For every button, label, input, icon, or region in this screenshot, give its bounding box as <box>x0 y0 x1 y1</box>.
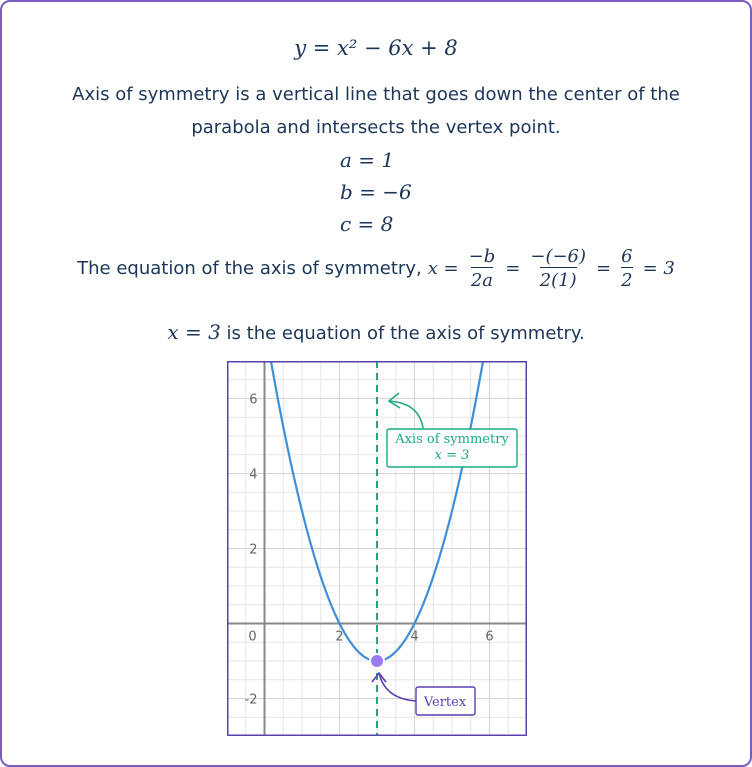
axis-label: Axis of symmetry <box>394 432 509 447</box>
axis-equation: x = 3 <box>435 448 470 463</box>
denominator: 2(1) <box>539 267 577 291</box>
paragraph: Axis of symmetry is a vertical line that… <box>72 84 680 138</box>
y-tick-label: 6 <box>249 393 257 408</box>
fraction: −(−6) 2(1) <box>530 246 586 291</box>
graph-frame <box>227 361 527 736</box>
numerator: 6 <box>621 246 633 267</box>
formula-line: The equation of the axis of symmetry, x … <box>2 246 750 291</box>
conclusion-math: x = 3 <box>167 320 221 344</box>
axis-arrowhead <box>387 392 401 409</box>
conclusion: x = 3 is the equation of the axis of sym… <box>2 320 750 344</box>
y-tick-label: 2 <box>249 543 257 558</box>
axis-arrow <box>388 400 424 429</box>
formula-result: = 3 <box>642 258 675 279</box>
vertex-point <box>369 653 385 669</box>
vertex-arrow <box>378 672 417 702</box>
x-tick-label: 4 <box>410 630 418 645</box>
equals: = <box>596 258 612 279</box>
denominator: 2a <box>470 267 494 291</box>
grid <box>227 361 527 736</box>
formula-lhs: x = <box>427 258 459 279</box>
vertex-arrowhead <box>371 671 387 683</box>
coefficient: b = −6 <box>340 180 412 204</box>
vertex-label: Vertex <box>423 695 467 710</box>
equation: y = x² − 6x + 8 <box>294 36 458 60</box>
conclusion-text: is the equation of the axis of symmetry. <box>226 323 585 344</box>
vertex-label-box <box>415 686 476 716</box>
x-tick-label: 0 <box>248 630 256 645</box>
numerator: −b <box>468 246 496 267</box>
numerator: −(−6) <box>530 246 587 267</box>
graph: Axis of symmetry x = 3 Vertex 0 2 4 6 -2 2 4 6 <box>227 361 527 736</box>
axis-label-box <box>386 428 518 468</box>
y-tick-label: 4 <box>249 468 257 483</box>
equals: = <box>505 258 521 279</box>
formula-lead: The equation of the axis of symmetry, <box>77 258 422 279</box>
coefficient: a = 1 <box>340 148 395 172</box>
x-tick-label: 6 <box>485 630 493 645</box>
y-tick-label: -2 <box>245 693 258 708</box>
denominator: 2 <box>621 267 633 291</box>
x-tick-label: 2 <box>335 630 343 645</box>
coefficient: c = 8 <box>340 212 394 236</box>
plot <box>269 361 485 736</box>
fraction: −b 2a <box>469 246 496 291</box>
